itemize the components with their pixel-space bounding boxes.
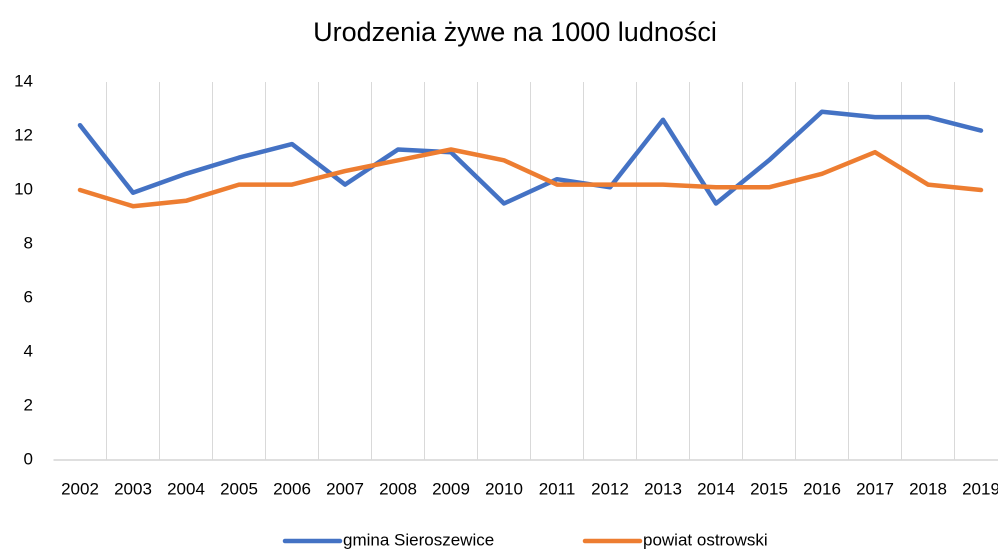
series-line	[77, 147, 984, 209]
x-tick-label: 2012	[591, 479, 629, 498]
x-tick-label: 2015	[750, 479, 788, 498]
x-tick-label: 2013	[644, 479, 682, 498]
x-tick-label: 2014	[697, 479, 735, 498]
x-tick-label: 2018	[909, 479, 947, 498]
x-tick-label: 2017	[856, 479, 894, 498]
x-tick-label: 2004	[167, 479, 205, 498]
y-tick-label: 12	[14, 125, 33, 144]
x-tick-label: 2002	[61, 479, 99, 498]
y-tick-label: 0	[24, 449, 33, 468]
y-tick-label: 10	[14, 179, 33, 198]
x-tick-label: 2019	[962, 479, 998, 498]
y-tick-label: 6	[24, 287, 33, 306]
y-tick-label: 2	[24, 395, 33, 414]
y-tick-label: 4	[24, 341, 33, 360]
x-tick-label: 2005	[220, 479, 258, 498]
x-tick-label: 2016	[803, 479, 841, 498]
chart-title: Urodzenia żywe na 1000 ludności	[313, 17, 717, 47]
x-tick-label: 2010	[485, 479, 523, 498]
y-tick-label: 14	[14, 71, 33, 90]
y-tick-label: 8	[24, 233, 33, 252]
series-line	[77, 109, 984, 206]
x-tick-label: 2006	[273, 479, 311, 498]
x-tick-label: 2009	[432, 479, 470, 498]
x-tick-label: 2011	[539, 479, 576, 498]
x-tick-label: 2007	[326, 479, 364, 498]
x-tick-label: 2003	[114, 479, 152, 498]
legend-label: gmina Sieroszewice	[343, 530, 494, 549]
legend-label: powiat ostrowski	[643, 530, 768, 549]
x-tick-label: 2008	[379, 479, 417, 498]
